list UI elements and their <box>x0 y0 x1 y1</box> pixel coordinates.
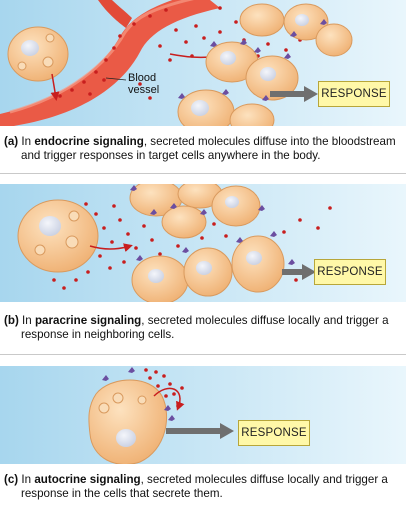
target-cells <box>177 3 353 126</box>
caption-intro-a: In <box>21 135 32 148</box>
vessel-label-line1: Blood <box>128 72 157 84</box>
divider-2 <box>0 354 406 355</box>
caption-intro-b: In <box>22 314 32 327</box>
response-box-c: RESPONSE <box>238 420 310 446</box>
caption-term-b: paracrine signaling <box>34 314 142 327</box>
caption-text-a: , secreted molecules diffuse into the bl… <box>21 135 396 162</box>
receptor-icons <box>178 19 327 101</box>
panel-letter-a: (a) <box>4 135 19 148</box>
secreting-cell <box>17 199 99 273</box>
response-box-a: RESPONSE <box>318 81 390 107</box>
paracrine-illustration: RESPONSE <box>0 184 406 302</box>
autocrine-illustration: RESPONSE <box>0 366 406 464</box>
caption-intro-c: In <box>21 473 32 486</box>
vessel-label-line2: vessel <box>128 84 160 96</box>
response-arrow <box>270 86 318 102</box>
endocrine-illustration: Blood vessel RESPONSE <box>0 0 406 126</box>
divider-1 <box>0 173 406 174</box>
secreting-cell <box>7 26 69 82</box>
target-cells <box>129 184 285 302</box>
receptor-icons <box>130 185 295 265</box>
response-box-b: RESPONSE <box>314 259 386 285</box>
caption-b: (b) In paracrine signaling, secreted mol… <box>4 314 402 342</box>
response-arrow <box>282 264 316 280</box>
secreting-cell <box>88 379 168 464</box>
panel-letter-c: (c) <box>4 473 19 486</box>
receptor-icons <box>102 367 175 421</box>
caption-a: (a) In endocrine signaling, secreted mol… <box>4 135 402 163</box>
caption-text-b: , secreted molecules diffuse locally and… <box>21 314 389 341</box>
response-arrow <box>166 423 234 439</box>
caption-text-c: , secreted molecules diffuse locally and… <box>21 473 388 500</box>
caption-term-c: autocrine signaling <box>34 473 141 486</box>
signal-molecules <box>144 368 184 408</box>
caption-term-a: endocrine signaling <box>34 135 144 148</box>
panel-letter-b: (b) <box>4 314 19 327</box>
caption-c: (c) In autocrine signaling, secreted mol… <box>4 473 402 501</box>
